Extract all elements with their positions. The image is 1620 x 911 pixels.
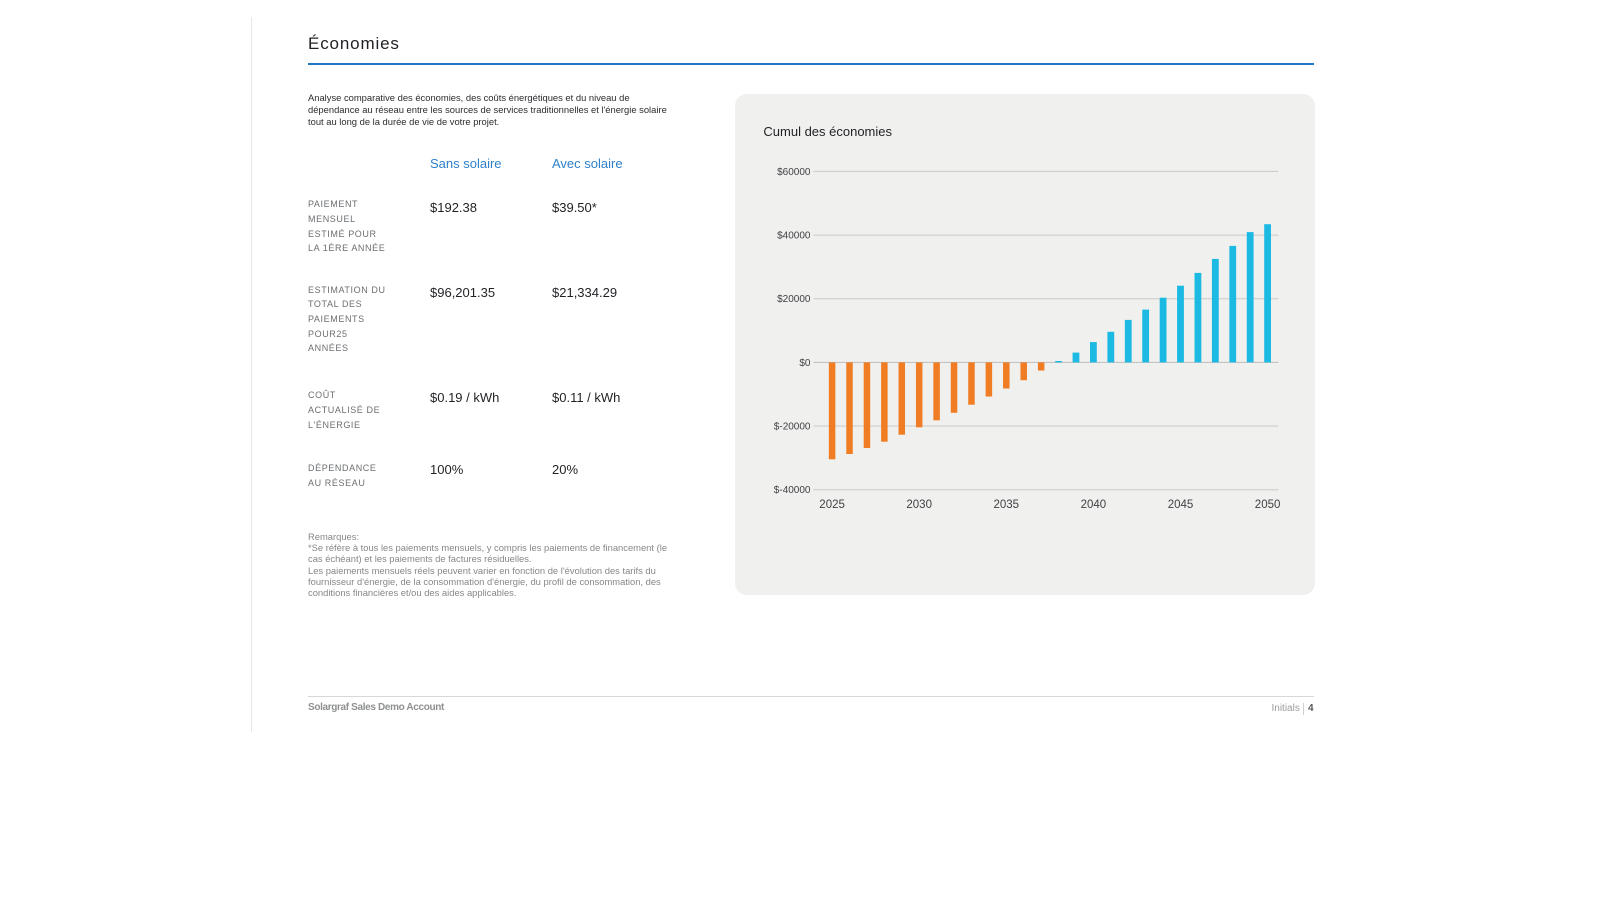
svg-text:$0: $0 bbox=[799, 357, 811, 368]
svg-text:$60000: $60000 bbox=[777, 166, 811, 177]
svg-text:2045: 2045 bbox=[1168, 499, 1194, 511]
svg-text:$-20000: $-20000 bbox=[774, 421, 811, 432]
svg-text:2040: 2040 bbox=[1081, 499, 1107, 511]
svg-text:2050: 2050 bbox=[1255, 499, 1281, 511]
svg-text:2035: 2035 bbox=[994, 499, 1020, 511]
svg-text:$20000: $20000 bbox=[777, 294, 811, 305]
svg-text:2030: 2030 bbox=[906, 499, 932, 511]
svg-text:Cumul des économies: Cumul des économies bbox=[763, 123, 892, 138]
svg-text:2025: 2025 bbox=[819, 499, 845, 511]
svg-text:$40000: $40000 bbox=[777, 230, 811, 241]
svg-text:$-40000: $-40000 bbox=[774, 485, 811, 496]
